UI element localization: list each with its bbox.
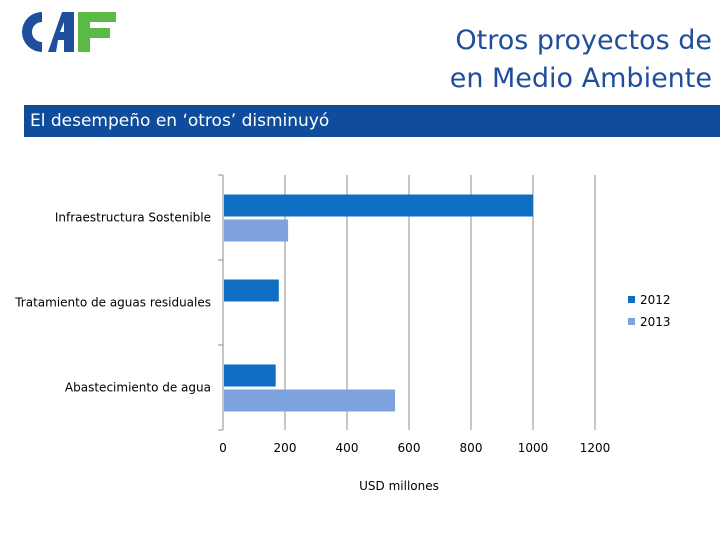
x-tick-label-0: 0 [219, 441, 227, 455]
bar-2013-2 [224, 389, 396, 412]
legend-label-2013: 2013 [640, 315, 671, 329]
x-tick-label-200: 200 [274, 441, 297, 455]
x-axis-label: USD millones [359, 479, 439, 493]
title-line-1: Otros proyectos de [455, 25, 712, 56]
logo-a-accent [60, 22, 64, 32]
x-tick-label-1000: 1000 [518, 441, 549, 455]
legend-swatch-2012 [628, 296, 635, 303]
subtitle-text: El desempeño en ‘otros’ disminuyó [30, 111, 330, 131]
x-tick-label-600: 600 [398, 441, 421, 455]
caf-logo [22, 12, 116, 52]
logo-c-shape [22, 12, 42, 52]
bar-2012-2 [224, 364, 276, 387]
page-title: Otros proyectos de en Medio Ambiente [312, 22, 712, 98]
subtitle-banner: El desempeño en ‘otros’ disminuyó [24, 105, 720, 137]
category-label-1: Tratamiento de aguas residuales [14, 296, 211, 310]
logo-f-shape [78, 12, 116, 52]
legend-label-2012: 2012 [640, 293, 671, 307]
bar-2013-0 [224, 219, 289, 242]
x-tick-label-800: 800 [460, 441, 483, 455]
bar-2012-1 [224, 279, 279, 302]
title-line-2: en Medio Ambiente [449, 63, 712, 94]
category-label-2: Abastecimiento de agua [65, 381, 211, 395]
x-tick-label-1200: 1200 [580, 441, 611, 455]
x-tick-label-400: 400 [336, 441, 359, 455]
legend-swatch-2013 [628, 318, 635, 325]
bar-2012-0 [224, 194, 533, 217]
category-label-0: Infraestructura Sostenible [55, 211, 211, 225]
